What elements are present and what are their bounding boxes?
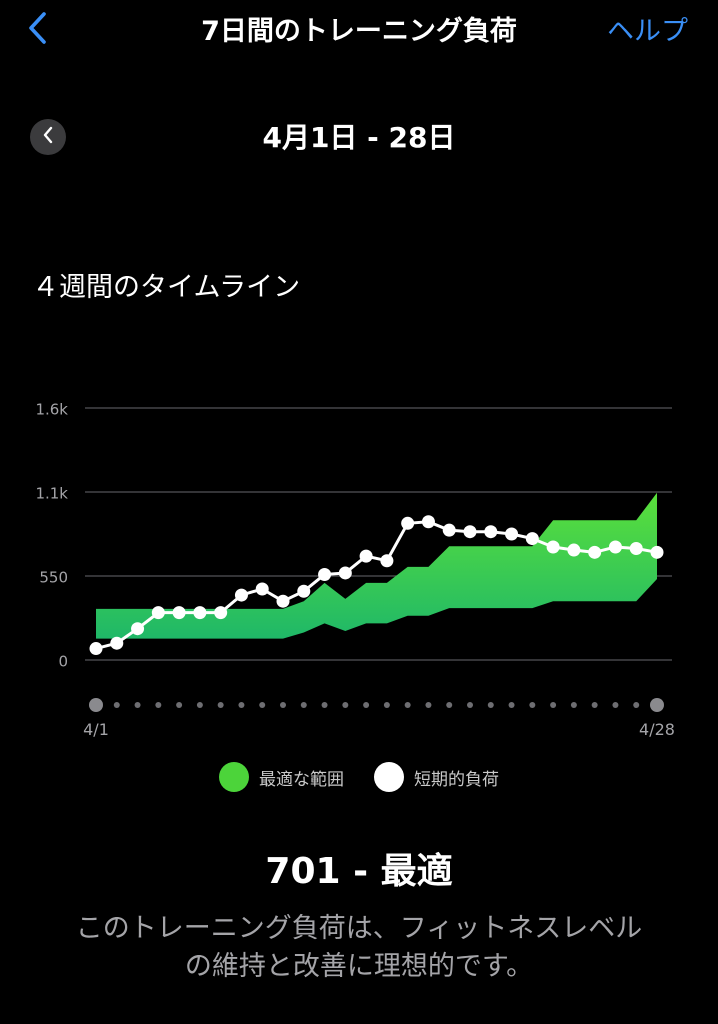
short-term-load-point	[255, 582, 269, 596]
timeline-day-dot	[570, 702, 577, 708]
short-term-load-point	[380, 554, 394, 568]
short-term-load-point	[338, 566, 352, 580]
optimal-range-band	[96, 492, 657, 639]
chart-legend: 最適な範囲 短期的負荷	[0, 760, 718, 794]
short-term-load-point	[442, 523, 456, 537]
timeline-day-dot	[217, 702, 224, 708]
timeline-day-dot	[404, 702, 411, 708]
legend-label-optimal-range: 最適な範囲	[259, 769, 344, 790]
short-term-load-point	[525, 532, 539, 546]
timeline-day-dot	[259, 702, 266, 708]
training-load-chart: 0 550 1.1k 1.6k 4/1 4/28	[35, 401, 675, 740]
previous-range-button[interactable]	[30, 119, 66, 155]
short-term-load-point	[608, 540, 622, 554]
y-tick-label: 1.6k	[35, 401, 68, 419]
timeline-day-dot	[591, 702, 598, 708]
legend-item-short-term-load: 短期的負荷	[374, 762, 499, 792]
help-button[interactable]: ヘルプ	[607, 16, 688, 47]
short-term-load-point	[110, 636, 124, 650]
back-button[interactable]	[20, 10, 56, 50]
short-term-load-point	[588, 545, 602, 559]
x-tick-label: 4/1	[83, 720, 109, 739]
load-status-description: このトレーニング負荷は、フィットネスレベル の維持と改善に理想的です。	[40, 910, 678, 986]
timeline-day-dot	[342, 702, 349, 708]
y-tick-label: 0	[58, 653, 68, 671]
chevron-left-icon	[41, 125, 55, 149]
short-term-load-point	[359, 549, 373, 563]
page-title: 7日間のトレーニング負荷	[201, 16, 517, 47]
short-term-load-point	[505, 527, 519, 541]
short-term-load-point	[421, 515, 435, 529]
short-term-load-point	[276, 594, 290, 608]
short-term-load-point	[172, 606, 186, 620]
timeline-day-dot	[155, 702, 162, 708]
short-term-load-point	[297, 584, 311, 598]
short-term-load-point	[484, 525, 498, 539]
load-status-description-line: このトレーニング負荷は、フィットネスレベル	[75, 913, 643, 944]
timeline-day-dot	[176, 702, 183, 708]
timeline-day-dot	[446, 702, 453, 708]
x-tick-label: 4/28	[639, 720, 675, 739]
timeline-end-dot	[89, 698, 103, 712]
timeline-day-dot	[238, 702, 245, 708]
legend-swatch-optimal-range	[219, 762, 249, 792]
short-term-load-line	[95, 520, 658, 650]
timeline-day-dot	[280, 702, 286, 708]
load-status-value: 701 - 最適	[265, 851, 453, 892]
legend-swatch-short-term-load	[374, 762, 404, 792]
short-term-load-point	[318, 567, 332, 581]
short-term-load-point	[151, 606, 165, 620]
short-term-load-point	[463, 525, 477, 539]
date-range-label: 4月1日 - 28日	[262, 121, 456, 154]
short-term-load-point	[629, 542, 643, 556]
short-term-load-point	[546, 540, 560, 554]
short-term-load-point	[89, 642, 103, 656]
timeline-end-dot	[650, 698, 664, 712]
legend-label-short-term-load: 短期的負荷	[414, 769, 499, 790]
timeline-day-dot	[425, 702, 432, 708]
short-term-load-point	[131, 622, 145, 636]
timeline-title: ４週間のタイムライン	[32, 272, 301, 303]
timeline-day-dot	[134, 702, 141, 708]
timeline-day-dot	[467, 702, 473, 708]
y-tick-label: 550	[39, 569, 68, 587]
timeline-day-dot	[363, 702, 370, 708]
y-tick-label: 1.1k	[35, 485, 68, 503]
short-term-load-point	[234, 588, 248, 602]
load-status-description-line: の維持と改善に理想的です。	[184, 951, 534, 982]
timeline-day-dot	[633, 702, 640, 708]
short-term-load-point	[214, 606, 228, 620]
timeline-day-dot	[300, 702, 307, 708]
timeline-day-dot	[383, 702, 390, 708]
timeline-day-dot	[612, 702, 619, 708]
timeline-day-dot	[487, 702, 494, 708]
legend-item-optimal-range: 最適な範囲	[219, 762, 344, 792]
chevron-left-icon	[27, 11, 49, 49]
timeline-day-dot	[529, 702, 536, 708]
timeline-day-dot	[321, 702, 328, 708]
timeline-day-dot	[196, 702, 203, 708]
timeline-day-dot	[550, 702, 557, 708]
timeline-day-dot	[508, 702, 515, 708]
short-term-load-point	[401, 516, 415, 530]
short-term-load-point	[567, 543, 581, 557]
short-term-load-point	[193, 606, 207, 620]
timeline-day-dot	[113, 702, 120, 708]
short-term-load-point	[650, 545, 664, 559]
